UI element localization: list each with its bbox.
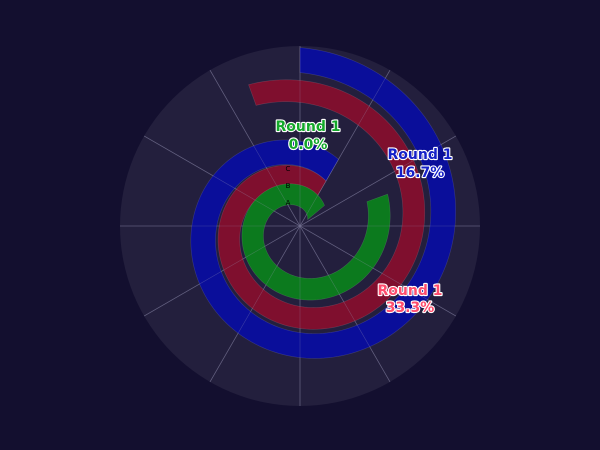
series-value-label: 33.3% <box>386 300 435 316</box>
grid-spoke-overlay <box>209 69 301 227</box>
spiral-bars <box>120 46 480 406</box>
grid-spoke <box>299 225 457 317</box>
spiral-bar-1 <box>190 47 457 359</box>
series-labels: Round 133.3%Round 116.7%Round 10.0% <box>274 118 453 317</box>
radial-ticks: A B C <box>286 165 291 207</box>
spiral-bar-2 <box>241 183 391 301</box>
radial-tick-label: A <box>286 199 291 207</box>
grid-spoke-overlay <box>209 225 301 383</box>
grid-spoke-overlay <box>299 135 457 227</box>
grid-spoke-overlay <box>299 225 457 317</box>
grid-spoke-overlay <box>299 225 391 383</box>
series-name-label: Round 1 <box>388 147 453 163</box>
radial-tick-label: B <box>286 182 291 190</box>
series-name-label: Round 1 <box>276 119 341 135</box>
grid-spoke-overlay <box>299 69 391 227</box>
grid-spoke <box>143 225 301 317</box>
radial-tick-label: C <box>286 165 291 173</box>
grid-spoke-overlay <box>143 135 301 227</box>
spiral-bar-0 <box>217 79 426 330</box>
series-name-label: Round 1 <box>378 283 443 299</box>
series-value-label: 16.7% <box>396 165 445 181</box>
series-value-label: 0.0% <box>289 137 328 153</box>
grid-spoke-overlay <box>143 225 301 317</box>
